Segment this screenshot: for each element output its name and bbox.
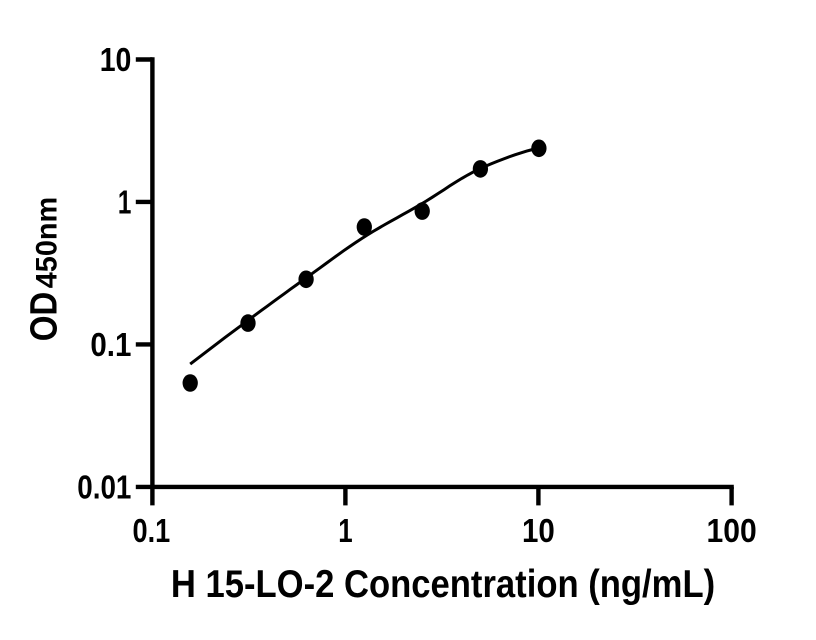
svg-text:1: 1	[338, 512, 352, 549]
svg-text:1: 1	[118, 183, 132, 220]
svg-text:10: 10	[522, 512, 555, 549]
svg-text:450nm: 450nm	[30, 197, 63, 289]
svg-text:0.01: 0.01	[77, 468, 131, 505]
svg-text:0.1: 0.1	[90, 326, 131, 363]
svg-text:100: 100	[707, 512, 757, 549]
svg-text:H 15-LO-2 Concentration (ng/mL: H 15-LO-2 Concentration (ng/mL)	[171, 563, 715, 606]
svg-text:0.1: 0.1	[133, 512, 171, 549]
svg-text:OD: OD	[23, 292, 65, 342]
svg-text:10: 10	[100, 41, 132, 78]
